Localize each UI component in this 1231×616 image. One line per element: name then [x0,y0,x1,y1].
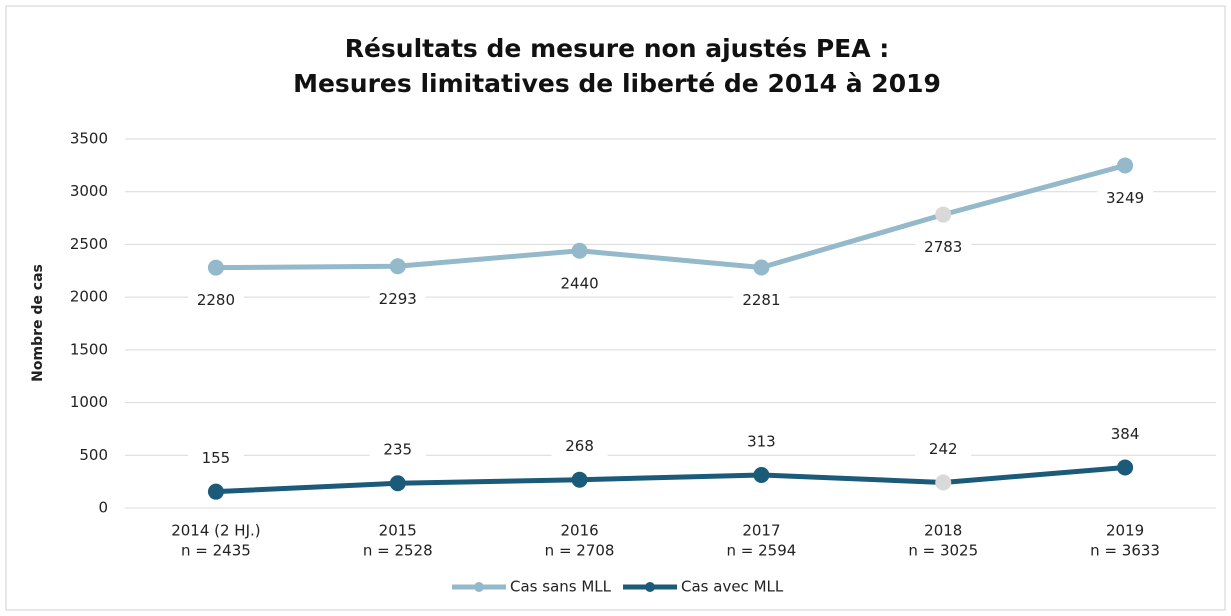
x-tick-label: 2018 [924,522,962,540]
data-point [207,483,224,500]
data-label: 2280 [197,291,235,309]
data-label-bg [733,289,790,312]
data-point [935,474,952,491]
data-label-bg [187,447,244,470]
y-tick-label: 2000 [70,288,108,306]
x-tick-label: 2015 [379,522,417,540]
chart-title: Résultats de mesure non ajustés PEA : [345,34,890,63]
y-tick-label: 1000 [70,393,108,411]
data-label-bg [369,439,426,462]
data-label: 2783 [924,238,962,256]
data-label-bg [915,236,972,259]
data-label: 384 [1111,425,1140,443]
data-label-bg [369,288,426,311]
y-axis-label: Nombre de cas [30,264,46,382]
data-label-bg [915,438,972,461]
data-label: 313 [747,433,776,451]
data-label-bg [1097,423,1154,446]
data-point [1117,157,1134,174]
legend-marker [645,582,656,592]
data-point [389,475,406,492]
y-tick-label: 3000 [70,182,108,200]
data-point [1117,459,1134,476]
data-point [389,258,406,275]
data-label-bg [551,435,608,458]
x-tick-label: 2014 (2 HJ.) [171,522,260,540]
data-label: 2440 [560,274,598,292]
data-label: 2293 [379,290,417,308]
legend-marker [474,582,484,592]
x-tick-label: n = 2528 [363,542,433,560]
series-line [215,163,1126,271]
data-label-bg [1097,187,1154,210]
data-label: 3249 [1106,189,1144,207]
x-tick-label: n = 2708 [545,542,615,560]
data-label: 235 [383,441,412,459]
data-label: 2281 [742,291,780,309]
chart-title: Mesures limitatives de liberté de 2014 à… [293,69,941,98]
data-point [753,467,770,484]
data-label-bg [551,272,608,295]
legend-label: Cas sans MLL [510,578,612,596]
x-tick-label: n = 3025 [908,542,978,560]
y-tick-label: 2500 [70,235,108,253]
data-point [571,242,588,259]
y-tick-label: 3500 [70,130,108,148]
x-tick-label: 2019 [1106,522,1144,540]
data-point [571,471,588,488]
x-tick-label: n = 2594 [727,542,797,560]
data-point [935,206,952,223]
data-label: 268 [565,437,594,455]
y-tick-label: 0 [98,499,108,517]
data-label-bg [733,431,790,454]
legend-label: Cas avec MLL [681,578,784,596]
data-label-bg [187,289,244,312]
data-point [753,259,770,276]
data-label: 155 [202,449,231,467]
y-tick-label: 500 [79,446,108,464]
series-line [215,465,1126,495]
x-tick-label: 2017 [742,522,780,540]
x-tick-label: 2016 [560,522,598,540]
y-tick-label: 1500 [70,340,108,358]
data-label: 242 [929,440,958,458]
x-tick-label: n = 2435 [181,542,251,560]
x-tick-label: n = 3633 [1090,542,1160,560]
data-point [207,259,224,276]
